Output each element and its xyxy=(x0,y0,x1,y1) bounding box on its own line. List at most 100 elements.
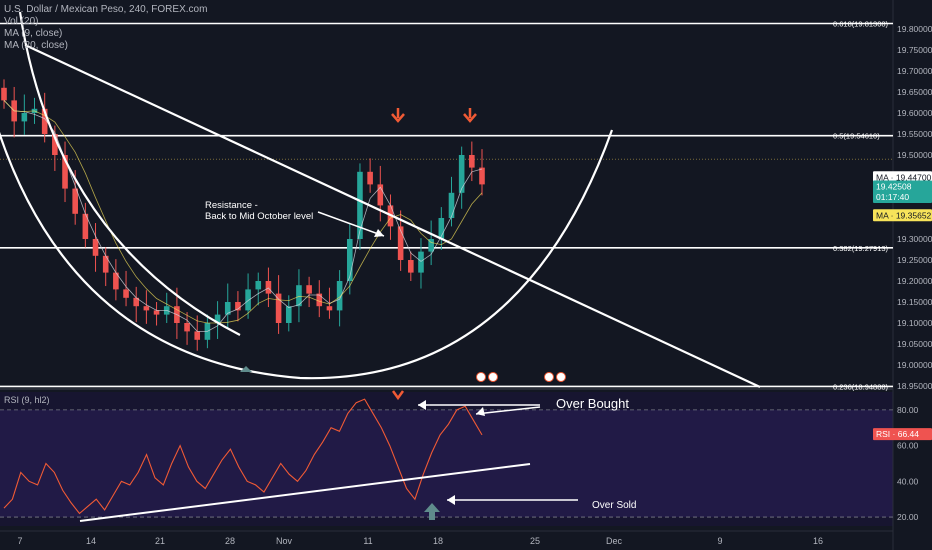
rsi-green-up-arrow xyxy=(424,503,440,520)
legend-ma9: MA (9, close) xyxy=(4,28,63,39)
price-tick-label: 19.25000 xyxy=(897,255,932,265)
rsi-band-fill xyxy=(0,409,893,518)
candle-body xyxy=(41,108,48,134)
candle-body xyxy=(458,155,465,193)
rsi-tick-label: 80.00 xyxy=(897,405,919,415)
resistance-arrow-head xyxy=(374,229,384,237)
candle-body xyxy=(265,281,272,294)
price-tick-label: 19.15000 xyxy=(897,297,932,307)
time-tick-label: 14 xyxy=(86,536,96,546)
cup-curve xyxy=(0,129,614,380)
price-tag-label: MA · 19.44700 xyxy=(876,172,932,182)
trendline-resistance xyxy=(24,44,761,388)
time-tick-label: 18 xyxy=(433,536,443,546)
price-tick-label: 19.60000 xyxy=(897,108,932,118)
candle-body xyxy=(21,113,28,122)
candle-body xyxy=(275,293,282,323)
candle-body xyxy=(357,171,363,239)
candle-body xyxy=(113,272,119,290)
price-tag xyxy=(873,191,932,203)
candle-body xyxy=(418,251,424,273)
oversold-arrow-head xyxy=(447,495,455,505)
rsi-red-arrow xyxy=(391,390,405,401)
candle-body xyxy=(326,306,333,311)
time-tick-label: 7 xyxy=(17,536,22,546)
rsi-tick-label: 60.00 xyxy=(897,441,919,451)
rsi-title: RSI (9, hl2) xyxy=(4,395,50,405)
rsi-support-trendline xyxy=(79,463,531,522)
candle-body xyxy=(336,281,343,311)
price-tick-label: 19.80000 xyxy=(897,24,932,34)
legend-vol: Vol (20) xyxy=(4,16,39,27)
event-icon xyxy=(488,372,498,382)
price-tick-label: 19.50000 xyxy=(897,150,932,160)
curve-left xyxy=(18,11,241,336)
candle-body xyxy=(438,218,445,239)
rsi-tick-label: 20.00 xyxy=(897,512,919,522)
price-tag xyxy=(873,171,932,184)
overbought-label: Over Bought xyxy=(556,396,629,411)
price-tag xyxy=(873,209,932,222)
candle-body xyxy=(72,188,78,214)
oversold-label: Over Sold xyxy=(592,500,636,511)
price-tick-label: 19.70000 xyxy=(897,66,932,76)
price-tag-label: 01:17:40 xyxy=(876,192,909,202)
rsi-value-tag xyxy=(873,428,932,441)
price-tick-label: 19.10000 xyxy=(897,318,932,328)
rsi-line xyxy=(3,398,483,515)
candle-body xyxy=(377,184,384,206)
candle-body xyxy=(123,289,129,298)
candle-body xyxy=(214,314,221,323)
candle-body xyxy=(428,239,434,252)
red-down-arrow xyxy=(391,113,405,123)
event-icon xyxy=(544,372,554,382)
price-tick-label: 19.00000 xyxy=(897,360,932,370)
time-tick-label: 28 xyxy=(225,536,235,546)
resistance-arrow-shaft xyxy=(317,211,385,237)
time-tick-label: Dec xyxy=(606,536,623,546)
time-tick-label: 21 xyxy=(155,536,165,546)
candle-body xyxy=(184,323,190,332)
small-up-arrow xyxy=(240,366,252,372)
candle-body xyxy=(296,285,302,307)
candle-body xyxy=(82,213,89,239)
ma9-line xyxy=(3,100,483,332)
legend-ma20: MA (20, close) xyxy=(4,40,68,51)
overbought-arrow-1-head xyxy=(418,400,426,410)
fib-level-label: 0.5(19.54610) xyxy=(833,132,880,141)
time-tick-label: 25 xyxy=(530,536,540,546)
candle-body xyxy=(52,134,58,155)
candle-body xyxy=(367,171,373,185)
price-tick-label: 18.95000 xyxy=(897,381,932,391)
price-tick-label: 19.65000 xyxy=(897,87,932,97)
candle-body xyxy=(1,87,7,101)
candle-body xyxy=(224,302,231,315)
candle-body xyxy=(255,281,262,290)
candle-body xyxy=(469,155,475,168)
rsi-tick-label: 40.00 xyxy=(897,476,919,486)
time-tick-label: 11 xyxy=(363,536,372,546)
price-tag-label: 19.42508 xyxy=(876,181,912,191)
resistance-label-line2: Back to Mid October level xyxy=(205,211,313,222)
symbol-title: U.S. Dollar / Mexican Peso, 240, FOREX.c… xyxy=(4,4,208,15)
candle-body xyxy=(133,297,140,307)
price-tag-label: MA · 19.35652 xyxy=(876,210,932,220)
candle-body xyxy=(306,285,312,294)
candle-body xyxy=(316,293,323,307)
overbought-arrow-2 xyxy=(475,406,541,415)
candle-body xyxy=(448,192,455,218)
price-tick-label: 19.20000 xyxy=(897,276,932,286)
candle-body xyxy=(153,310,160,315)
time-tick-label: 16 xyxy=(813,536,823,546)
event-icon xyxy=(476,372,486,382)
fib-level-label: 0.382(19.27913) xyxy=(833,244,889,253)
event-icon xyxy=(556,372,566,382)
red-down-arrow xyxy=(463,113,477,123)
candle-body xyxy=(285,306,292,323)
fib-level-label: 0.236(18.94888) xyxy=(833,382,889,391)
candle-body xyxy=(245,289,251,311)
ma20-line xyxy=(3,100,483,324)
candle-body xyxy=(408,260,414,273)
